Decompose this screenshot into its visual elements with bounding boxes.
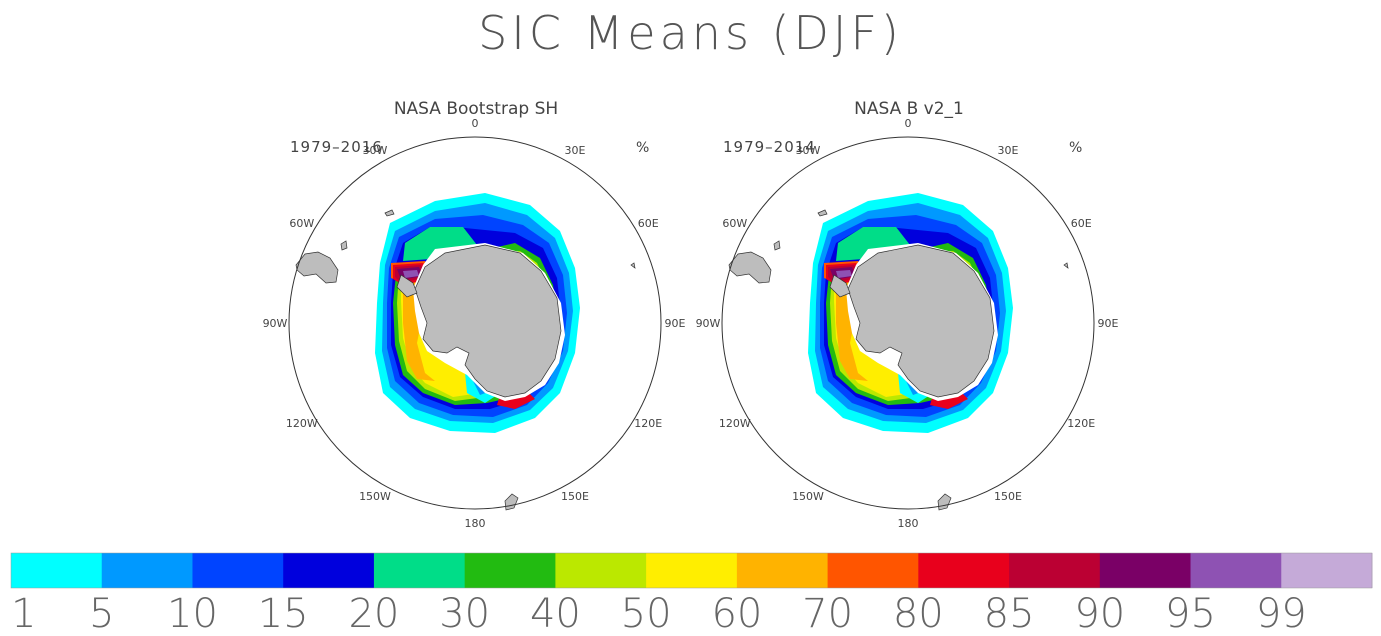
colorbar-label: 99 (1256, 591, 1307, 636)
longitude-label: 150W (792, 490, 824, 503)
colorbar-frame (10, 552, 1373, 589)
longitude-label: 120W (286, 417, 318, 430)
colorbar-label: 30 (439, 591, 490, 636)
longitude-labels: 0 30E 60E 90E 120E 150E 180 150W 120W 90W 60W 30W (696, 117, 1119, 530)
colorbar-swatch (827, 553, 919, 588)
figure-title: SIC Means (DJF) (478, 6, 903, 60)
colorbar-swatch (464, 553, 556, 588)
longitude-label: 30W (363, 144, 388, 157)
longitude-label: 90W (263, 317, 288, 330)
longitude-labels: 0 30E 60E 90E 120E 150E 180 150W 120W 90W 60W 30W (263, 117, 686, 530)
colorbar-swatch (1190, 553, 1282, 588)
longitude-label: 150W (359, 490, 391, 503)
longitude-label: 60W (722, 217, 747, 230)
colorbar-label: 95 (1165, 591, 1216, 636)
longitude-label: 120W (719, 417, 751, 430)
longitude-label: 60W (289, 217, 314, 230)
colorbar: 1 5 10 15 20 30 40 50 60 70 80 85 90 95 99 (10, 552, 1373, 636)
colorbar-label: 1 (11, 591, 36, 636)
colorbar-swatch (646, 553, 738, 588)
map-panel-right: NASA B v2_1 1979–2014 % 0 30E 60E 90E 120E 15… (696, 99, 1119, 530)
colorbar-label: 85 (984, 591, 1035, 636)
colorbar-swatch (283, 553, 375, 588)
period-label: 1979–2016 (290, 138, 383, 156)
colorbar-label: 80 (893, 591, 944, 636)
colorbar-swatch (555, 553, 647, 588)
colorbar-label: 50 (621, 591, 672, 636)
unit-label: % (636, 140, 649, 156)
longitude-label: 90W (696, 317, 721, 330)
longitude-label: 90E (665, 317, 686, 330)
colorbar-swatch (1281, 553, 1373, 588)
colorbar-swatch (1099, 553, 1192, 588)
colorbar-swatch (192, 553, 284, 588)
longitude-label: 30W (796, 144, 821, 157)
colorbar-label: 90 (1074, 591, 1125, 636)
colorbar-label: 60 (711, 591, 762, 636)
longitude-label: 60E (638, 217, 659, 230)
unit-label: % (1069, 140, 1082, 156)
longitude-label: 180 (465, 517, 486, 530)
longitude-label: 90E (1098, 317, 1119, 330)
colorbar-swatch (101, 553, 193, 588)
colorbar-label: 5 (89, 591, 114, 636)
colorbar-label: 10 (167, 591, 218, 636)
longitude-label: 30E (998, 144, 1019, 157)
polar-boundary (288, 136, 662, 510)
polar-boundary (721, 136, 1095, 510)
longitude-label: 30E (565, 144, 586, 157)
colorbar-swatch (11, 553, 103, 588)
map-panel-left: NASA Bootstrap SH 1979–2016 % 0 30E 60E 90E… (263, 99, 686, 530)
sea-ice-field (808, 193, 1013, 433)
colorbar-swatch (373, 553, 466, 588)
colorbar-swatch (1009, 553, 1101, 588)
colorbar-label: 15 (258, 591, 309, 636)
colorbar-swatch (918, 553, 1010, 588)
period-label: 1979–2014 (723, 138, 816, 156)
panel-title: NASA Bootstrap SH (394, 99, 558, 119)
longitude-label: 0 (905, 117, 912, 130)
colorbar-label: 40 (530, 591, 581, 636)
longitude-label: 150E (561, 490, 589, 503)
longitude-label: 120E (634, 417, 662, 430)
longitude-label: 150E (994, 490, 1022, 503)
longitude-label: 0 (472, 117, 479, 130)
colorbar-label: 20 (348, 591, 399, 636)
longitude-label: 120E (1067, 417, 1095, 430)
colorbar-label: 70 (802, 591, 853, 636)
longitude-label: 60E (1071, 217, 1092, 230)
panel-title: NASA B v2_1 (854, 99, 964, 119)
land-masses (295, 209, 636, 511)
colorbar-swatch (736, 553, 829, 588)
sea-ice-field (375, 193, 580, 433)
longitude-label: 180 (898, 517, 919, 530)
